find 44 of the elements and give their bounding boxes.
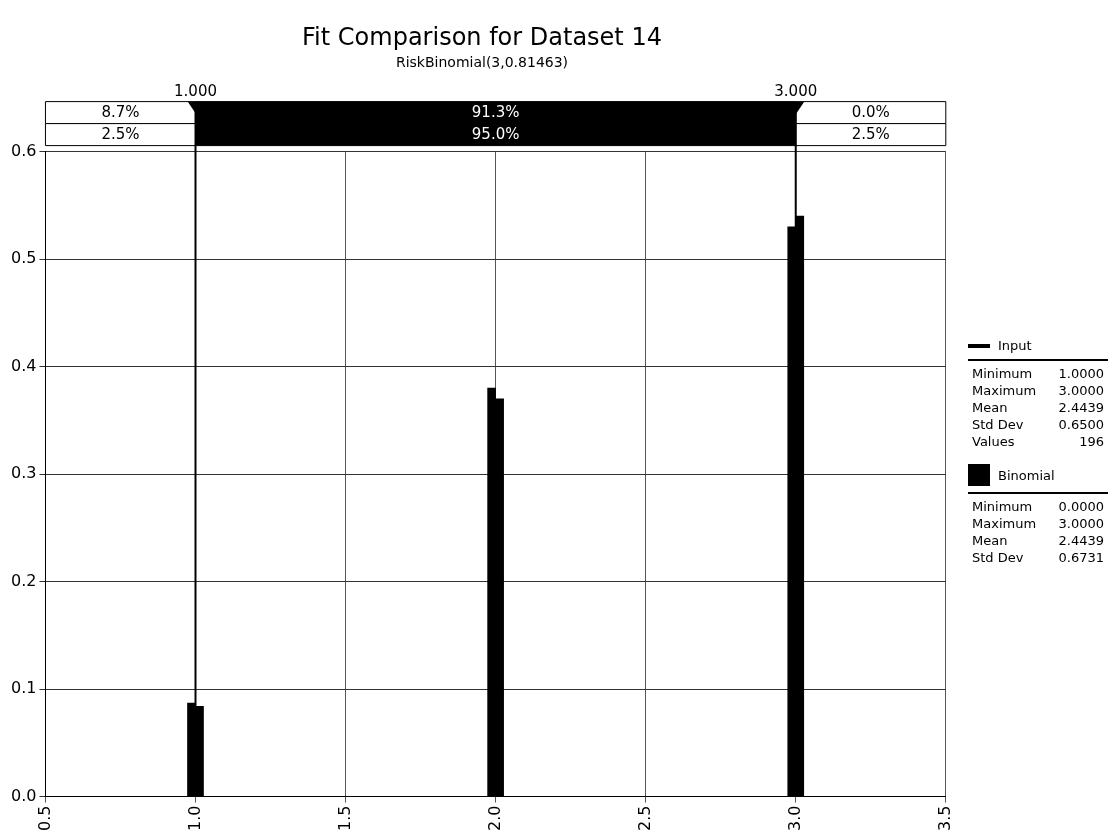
x-tick-label: 0.5 <box>34 805 54 832</box>
chart-subtitle: RiskBinomial(3,0.81463) <box>395 53 569 70</box>
ref-line-label: 3.000 <box>774 81 818 100</box>
x-tick-label: 2.5 <box>634 805 654 832</box>
y-tick-label: 0.0 <box>10 785 37 805</box>
text: 2.4439 <box>1057 399 1105 416</box>
y-tick-label: 0.2 <box>10 570 37 590</box>
text: 0.0000 <box>1057 498 1105 515</box>
text: 0.6731 <box>1057 549 1105 566</box>
legend-label: Input <box>998 338 1032 353</box>
y-tick-label: 0.5 <box>10 248 37 268</box>
text: 3.0000 <box>1057 515 1105 532</box>
text: Maximum <box>971 382 1038 399</box>
x-tick-label: 2.0 <box>484 805 504 832</box>
text: Minimum <box>971 365 1034 382</box>
text: Std Dev <box>971 549 1025 566</box>
text: 91.3% <box>471 103 520 122</box>
text: Mean <box>971 399 1009 416</box>
chart-title: Fit Comparison for Dataset 14 <box>302 22 662 51</box>
y-tick-label: 0.1 <box>10 678 37 698</box>
x-tick-label: 1.5 <box>334 805 354 832</box>
text: Maximum <box>971 515 1038 532</box>
text: 8.7% <box>101 103 140 122</box>
text: 2.4439 <box>1057 532 1105 549</box>
text: Values <box>971 433 1016 450</box>
text: 2.5% <box>851 125 890 144</box>
text: 95.0% <box>471 125 520 144</box>
y-tick-label: 0.3 <box>10 463 37 483</box>
x-tick-label: 1.0 <box>184 805 204 832</box>
y-tick-label: 0.4 <box>10 355 37 375</box>
text: 2.5% <box>101 125 140 144</box>
text: 1.0000 <box>1057 365 1105 382</box>
text: 0.0% <box>851 103 890 122</box>
text: 0.6500 <box>1057 416 1105 433</box>
y-tick-label: 0.6 <box>10 140 37 160</box>
ref-line-label: 1.000 <box>174 81 217 100</box>
text: Mean <box>971 532 1009 549</box>
x-tick-label: 3.0 <box>784 805 804 832</box>
text: 3.0000 <box>1057 382 1105 399</box>
text: Minimum <box>971 498 1034 515</box>
text: Std Dev <box>971 416 1025 433</box>
text: 196 <box>1078 433 1105 450</box>
x-tick-label: 3.5 <box>934 805 954 832</box>
legend-label: Binomial <box>998 467 1055 483</box>
